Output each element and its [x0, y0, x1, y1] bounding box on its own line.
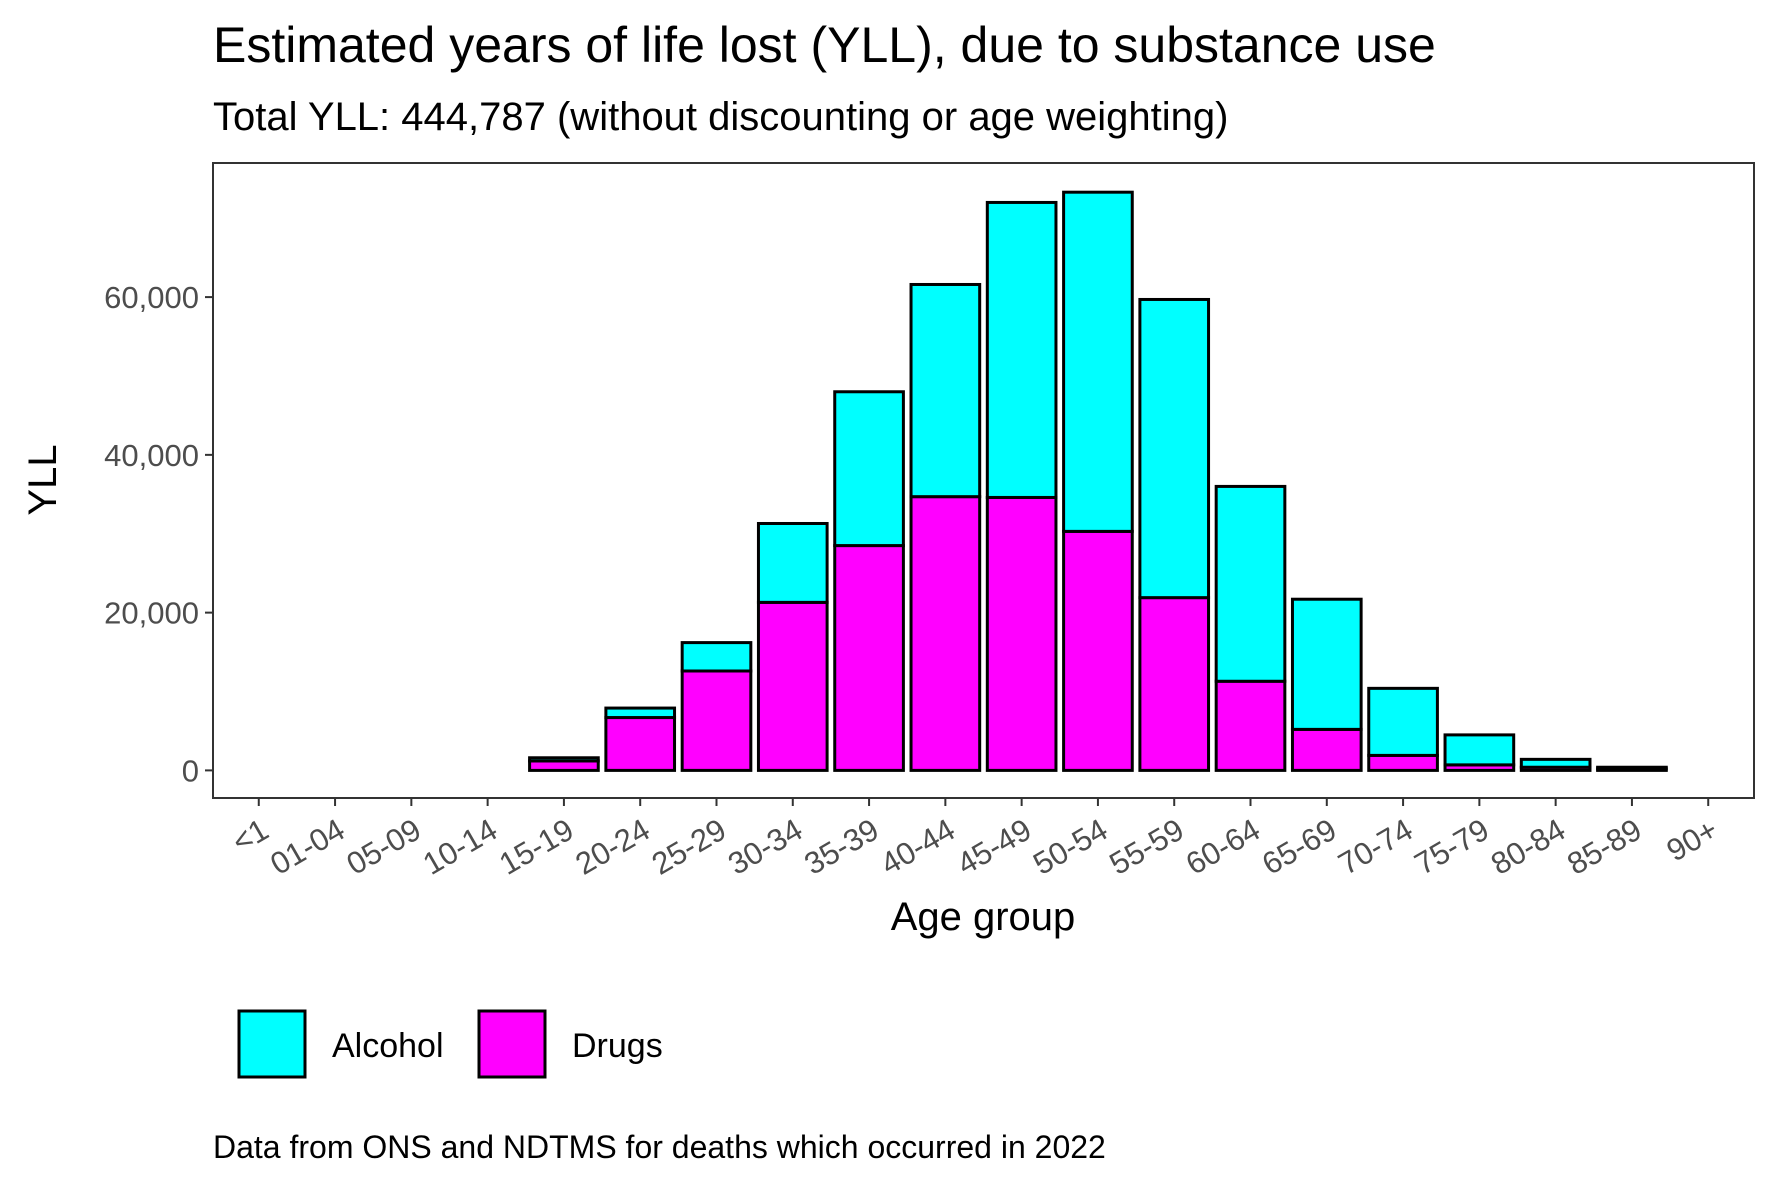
- chart-subtitle: Total YLL: 444,787 (without discounting …: [213, 95, 1229, 139]
- y-tick-label: 60,000: [104, 280, 199, 315]
- x-tick-label: 35-39: [798, 812, 884, 882]
- x-tick-label: 40-44: [875, 812, 961, 882]
- x-tick-label: 80-84: [1485, 812, 1571, 882]
- bar-alcohol-75-79: [1443, 733, 1516, 767]
- x-tick-label: 25-29: [646, 812, 732, 882]
- bar-drugs-35-39: [833, 544, 905, 772]
- y-tick-label: 40,000: [104, 438, 199, 473]
- bar-drugs-45-49: [985, 495, 1058, 772]
- bar-alcohol-80-84: [1519, 757, 1592, 769]
- bar-drugs-40-44: [909, 495, 982, 772]
- legend: Alcohol Drugs: [237, 1009, 663, 1079]
- bar-alcohol-50-54: [1062, 190, 1134, 533]
- bar-drugs-20-24: [604, 716, 677, 772]
- bar-drugs-60-64: [1214, 679, 1287, 772]
- x-axis-title: Age group: [891, 895, 1076, 939]
- bar-alcohol-15-19: [528, 756, 600, 763]
- bar-alcohol-70-74: [1367, 686, 1439, 757]
- bar-alcohol-85-89: [1596, 765, 1668, 771]
- x-tick-label: 01-04: [264, 812, 350, 882]
- x-axis: <101-0405-0910-1415-1920-2425-2930-3435-…: [226, 798, 1724, 882]
- legend-label-alcohol: Alcohol: [332, 1027, 444, 1065]
- chart-title: Estimated years of life lost (YLL), due …: [213, 17, 1436, 73]
- y-axis-title: YLL: [21, 444, 65, 515]
- x-tick-label: 30-34: [722, 812, 808, 882]
- x-tick-label: 10-14: [417, 812, 503, 882]
- x-tick-label: 85-89: [1561, 812, 1647, 882]
- bar-alcohol-35-39: [833, 390, 905, 548]
- bar-drugs-50-54: [1062, 529, 1134, 772]
- bar-alcohol-65-69: [1290, 597, 1363, 731]
- y-tick-label: 20,000: [104, 596, 199, 631]
- x-tick-label: 15-19: [493, 812, 579, 882]
- bar-drugs-25-29: [680, 669, 753, 772]
- x-tick-label: 75-79: [1409, 812, 1495, 882]
- bar-alcohol-25-29: [680, 641, 753, 673]
- legend-swatch-alcohol: [237, 1009, 307, 1079]
- legend-label-drugs: Drugs: [572, 1027, 663, 1065]
- y-tick-label: 0: [182, 753, 199, 788]
- bar-drugs-55-59: [1138, 596, 1211, 772]
- bar-alcohol-30-34: [756, 521, 829, 604]
- y-axis: 0 20,000 40,000 60,000: [104, 280, 213, 788]
- bar-drugs-65-69: [1290, 727, 1363, 772]
- x-tick-label: 65-69: [1256, 812, 1342, 882]
- bars-layer: [528, 190, 1668, 772]
- bar-drugs-30-34: [756, 600, 829, 772]
- x-tick-label: 90+: [1661, 812, 1724, 869]
- x-tick-label: 55-59: [1104, 812, 1190, 882]
- x-tick-label: 45-49: [951, 812, 1037, 882]
- x-tick-label: 60-64: [1180, 812, 1266, 882]
- chart-caption: Data from ONS and NDTMS for deaths which…: [213, 1129, 1106, 1165]
- x-tick-label: 70-74: [1332, 812, 1418, 882]
- bar-alcohol-55-59: [1138, 297, 1211, 600]
- legend-swatch-drugs: [477, 1009, 547, 1079]
- bar-alcohol-60-64: [1214, 484, 1287, 683]
- bar-drugs-70-74: [1367, 753, 1439, 772]
- bar-alcohol-40-44: [909, 282, 982, 499]
- x-tick-label: 20-24: [570, 812, 656, 882]
- x-tick-label: 50-54: [1027, 812, 1113, 882]
- bar-alcohol-20-24: [604, 706, 677, 720]
- bar-alcohol-45-49: [985, 200, 1058, 499]
- plot-panel: [212, 162, 1755, 799]
- x-tick-label: 05-09: [341, 812, 427, 882]
